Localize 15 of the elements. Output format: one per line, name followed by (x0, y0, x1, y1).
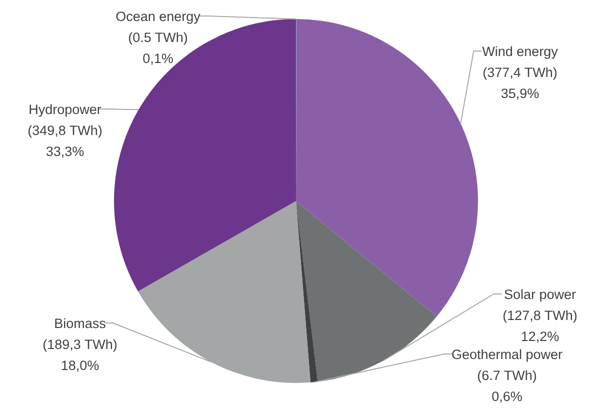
slice-label: Geothermal power (451, 347, 564, 362)
data-label: (377,4 TWh) 35,9% (482, 65, 558, 101)
data-label: (127,8 TWh) 12,2% (502, 308, 578, 344)
data-label: (349,8 TWh) 33,3% (28, 123, 102, 159)
pie-slice (296, 19, 478, 316)
data-label: (6.7 TWh) 0,6% (477, 368, 537, 404)
data-label: (189,3 TWh) 18,0% (42, 337, 118, 373)
slice-label: Ocean energy (116, 9, 201, 24)
slice-label: Biomass (54, 316, 106, 331)
pie-slice (296, 201, 318, 382)
slice-label: Wind energy (482, 44, 558, 59)
slice-label: Hydropower (28, 102, 102, 117)
slice-label: Solar power (504, 287, 577, 302)
pie-slice (296, 201, 437, 382)
data-label: (0.5 TWh) 0,1% (128, 30, 188, 66)
